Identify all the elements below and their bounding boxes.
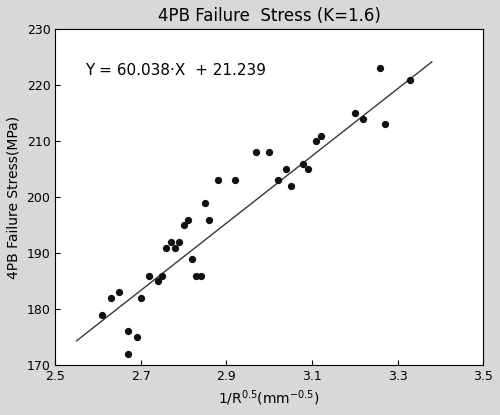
Point bbox=[171, 244, 179, 251]
Point bbox=[380, 121, 388, 128]
Point bbox=[188, 255, 196, 262]
Point bbox=[351, 110, 359, 117]
Y-axis label: 4PB Failure Stress(MPa): 4PB Failure Stress(MPa) bbox=[7, 116, 21, 279]
Point bbox=[132, 334, 140, 340]
X-axis label: 1/R$^{0.5}$(mm$^{-0.5}$): 1/R$^{0.5}$(mm$^{-0.5}$) bbox=[218, 388, 320, 408]
Point bbox=[300, 160, 308, 167]
Point bbox=[192, 272, 200, 279]
Point bbox=[282, 166, 290, 173]
Point bbox=[107, 295, 115, 301]
Point bbox=[286, 183, 294, 189]
Point bbox=[116, 289, 124, 295]
Point bbox=[124, 351, 132, 357]
Point bbox=[158, 272, 166, 279]
Title: 4PB Failure  Stress (K=1.6): 4PB Failure Stress (K=1.6) bbox=[158, 7, 380, 25]
Point bbox=[98, 311, 106, 318]
Point bbox=[196, 272, 204, 279]
Point bbox=[201, 200, 209, 206]
Point bbox=[124, 328, 132, 335]
Point bbox=[206, 216, 214, 223]
Point bbox=[184, 216, 192, 223]
Point bbox=[214, 177, 222, 184]
Point bbox=[406, 76, 414, 83]
Point bbox=[274, 177, 281, 184]
Point bbox=[180, 222, 188, 229]
Point bbox=[167, 239, 175, 245]
Point bbox=[360, 115, 368, 122]
Point bbox=[252, 149, 260, 156]
Point bbox=[162, 244, 170, 251]
Point bbox=[376, 65, 384, 72]
Point bbox=[265, 149, 273, 156]
Point bbox=[146, 272, 154, 279]
Point bbox=[312, 138, 320, 144]
Point bbox=[304, 166, 312, 173]
Point bbox=[176, 239, 184, 245]
Point bbox=[137, 295, 145, 301]
Point bbox=[231, 177, 239, 184]
Text: Y = 60.038·X  + 21.239: Y = 60.038·X + 21.239 bbox=[85, 63, 266, 78]
Point bbox=[154, 278, 162, 284]
Point bbox=[316, 132, 324, 139]
